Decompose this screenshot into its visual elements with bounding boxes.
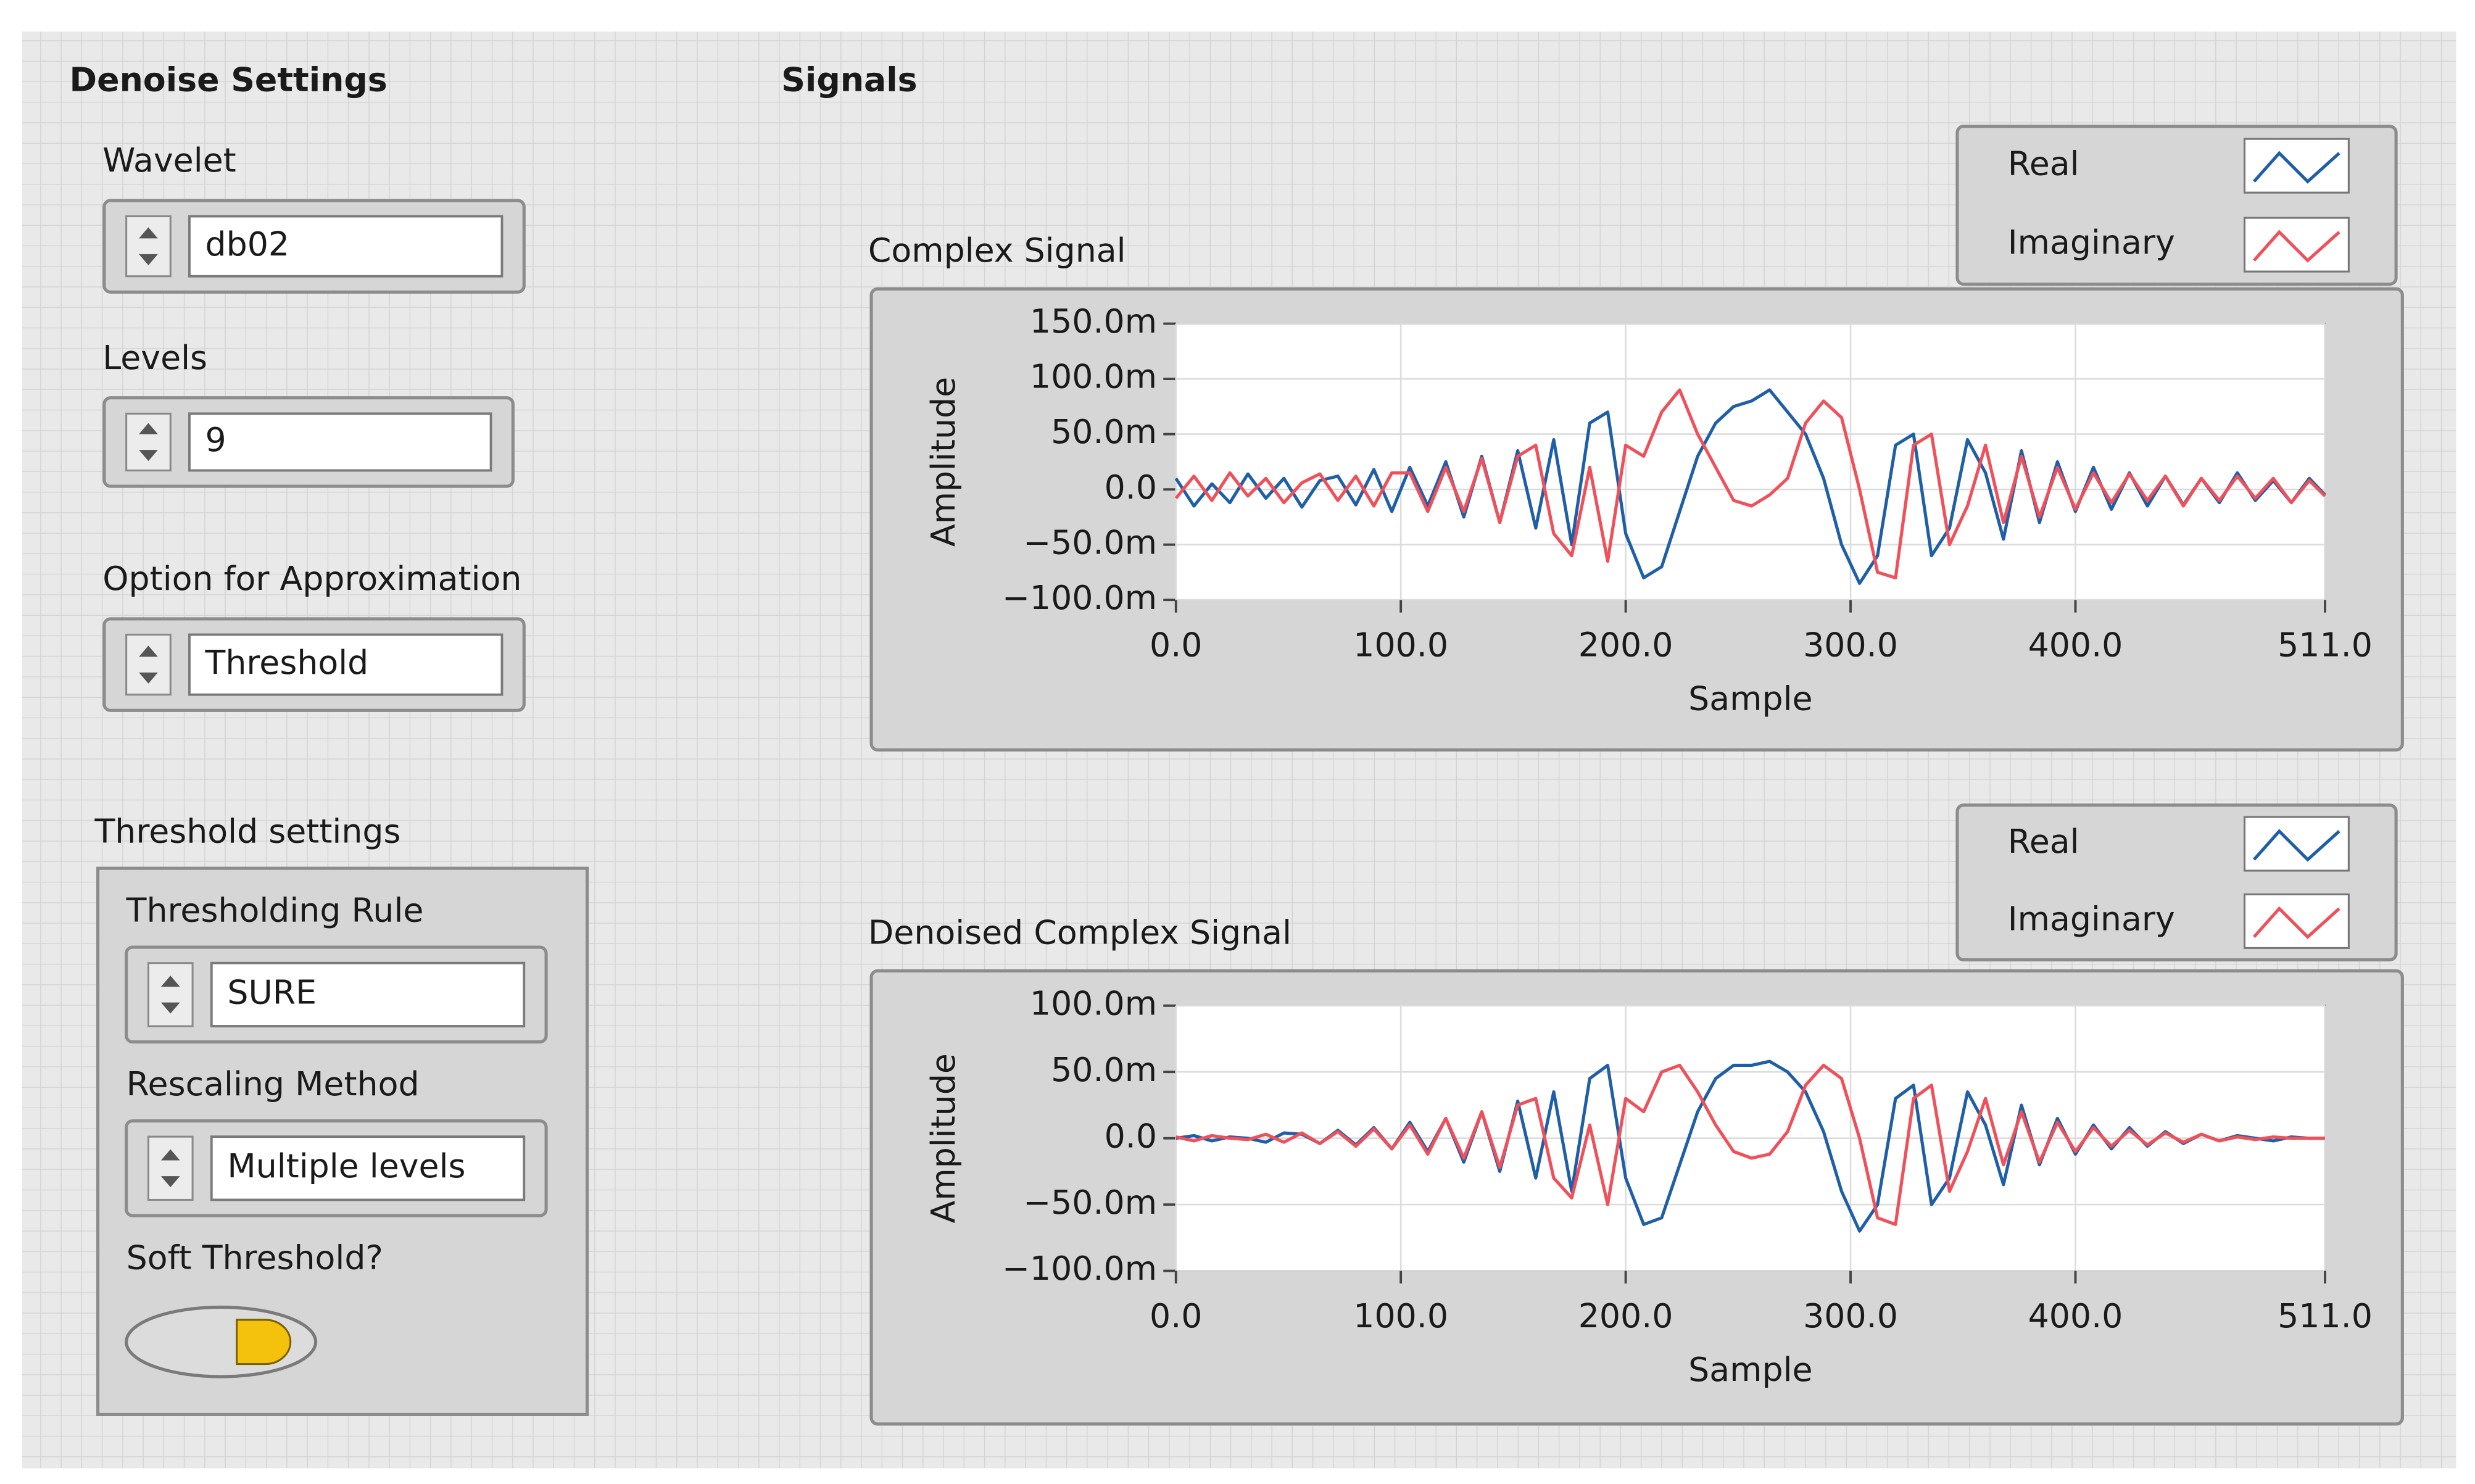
spin-button[interactable] <box>125 633 172 696</box>
legend-swatch-box <box>2243 138 2350 194</box>
series-line <box>1175 1063 2325 1226</box>
x-axis-label: Sample <box>1688 1350 1812 1389</box>
control-label: Rescaling Method <box>126 1064 420 1103</box>
legend-swatch-box <box>2243 816 2350 872</box>
increment-arrow <box>139 227 158 239</box>
toggle-knob <box>236 1319 292 1366</box>
y-tick-label: −50.0m <box>1023 1183 1157 1222</box>
x-tick-label: 300.0 <box>1803 1296 1898 1335</box>
section-title: Denoise Settings <box>70 60 388 99</box>
decrement-arrow <box>139 672 158 684</box>
ring-field[interactable] <box>188 412 492 472</box>
x-tick-label: 511.0 <box>2278 626 2373 665</box>
legend-swatch-box <box>2243 893 2350 949</box>
ring-field[interactable] <box>210 1135 526 1201</box>
spin-button[interactable] <box>125 412 172 471</box>
increment-arrow <box>139 645 158 657</box>
ring-field[interactable] <box>188 633 504 696</box>
y-tick-label: −100.0m <box>1002 1249 1157 1288</box>
y-axis-label: Amplitude <box>924 377 963 547</box>
y-tick-label: −50.0m <box>1023 523 1157 562</box>
legend-swatch <box>2252 906 2340 940</box>
graph-title: Denoised Complex Signal <box>868 913 1291 951</box>
legend-label: Real <box>2008 144 2079 183</box>
x-tick-label: 200.0 <box>1578 1296 1673 1335</box>
spin-button[interactable] <box>147 962 194 1027</box>
ring-field[interactable] <box>188 215 504 278</box>
y-tick-label: 100.0m <box>1030 357 1157 396</box>
y-tick-label: 50.0m <box>1051 412 1157 451</box>
x-tick-label: 0.0 <box>1150 1296 1202 1335</box>
y-tick-label: −100.0m <box>1002 578 1157 617</box>
y-tick-label: 150.0m <box>1030 302 1157 341</box>
y-tick-label: 50.0m <box>1051 1050 1157 1089</box>
decrement-arrow <box>139 450 158 462</box>
x-tick-label: 400.0 <box>2028 626 2123 665</box>
control-label: Threshold settings <box>94 812 400 851</box>
x-tick-label: 300.0 <box>1803 626 1898 665</box>
decrement-arrow <box>139 254 158 265</box>
y-tick-label: 0.0 <box>1105 1116 1157 1155</box>
graph-title: Complex Signal <box>868 231 1126 270</box>
legend-swatch <box>2252 829 2340 862</box>
control-label: Soft Threshold? <box>126 1238 383 1277</box>
y-tick-label: 100.0m <box>1030 984 1157 1022</box>
x-axis-label: Sample <box>1688 679 1812 718</box>
y-tick-label: 0.0 <box>1105 468 1157 507</box>
control-label: Wavelet <box>102 141 236 180</box>
ring-value: SURE <box>227 972 317 1011</box>
increment-arrow <box>139 423 158 434</box>
decrement-arrow <box>160 1002 180 1014</box>
x-tick-label: 400.0 <box>2028 1296 2123 1335</box>
increment-arrow <box>160 976 180 987</box>
graph: Denoised Complex Signal 100.0m 50.0m 0.0 −50… <box>868 803 2404 1426</box>
control-label: Thresholding Rule <box>126 890 424 929</box>
decrement-arrow <box>160 1176 180 1187</box>
ring-value: 9 <box>205 420 226 459</box>
x-tick-label: 100.0 <box>1353 1296 1448 1335</box>
ring-value: Multiple levels <box>227 1146 465 1185</box>
increment-arrow <box>160 1149 180 1161</box>
legend-label: Imaginary <box>2008 900 2175 939</box>
spin-button[interactable] <box>125 215 172 278</box>
control-label: Levels <box>102 338 207 377</box>
legend-swatch-box <box>2243 217 2350 273</box>
legend-label: Real <box>2008 822 2079 861</box>
x-tick-label: 100.0 <box>1353 626 1448 665</box>
spin-button[interactable] <box>147 1135 194 1201</box>
ring-field[interactable] <box>210 961 526 1027</box>
section-title: Signals <box>781 60 917 99</box>
x-tick-label: 511.0 <box>2278 1296 2373 1335</box>
series-line <box>1174 388 2326 579</box>
x-tick-label: 0.0 <box>1150 626 1202 665</box>
legend-label: Imaginary <box>2008 223 2175 262</box>
graph: Complex Signal 150.0m 100.0m 50.0m 0.0 −50.0m… <box>868 125 2404 752</box>
control-label: Option for Approximation <box>102 559 521 598</box>
legend-swatch <box>2252 230 2340 263</box>
ring-value: db02 <box>205 225 290 263</box>
y-axis-label: Amplitude <box>924 1053 963 1223</box>
x-tick-label: 200.0 <box>1578 626 1673 665</box>
ring-value: Threshold <box>205 643 369 682</box>
plot-area <box>1175 323 2326 601</box>
legend-swatch <box>2252 151 2340 184</box>
